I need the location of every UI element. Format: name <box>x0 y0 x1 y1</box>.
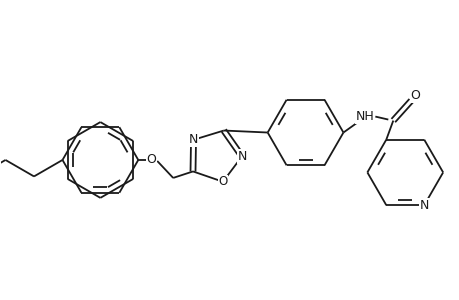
Text: O: O <box>409 89 419 102</box>
Text: N: N <box>419 199 428 212</box>
Text: NH: NH <box>355 110 374 123</box>
Text: O: O <box>146 154 156 166</box>
Text: N: N <box>189 133 198 146</box>
Text: O: O <box>218 175 227 188</box>
Text: N: N <box>237 150 246 163</box>
